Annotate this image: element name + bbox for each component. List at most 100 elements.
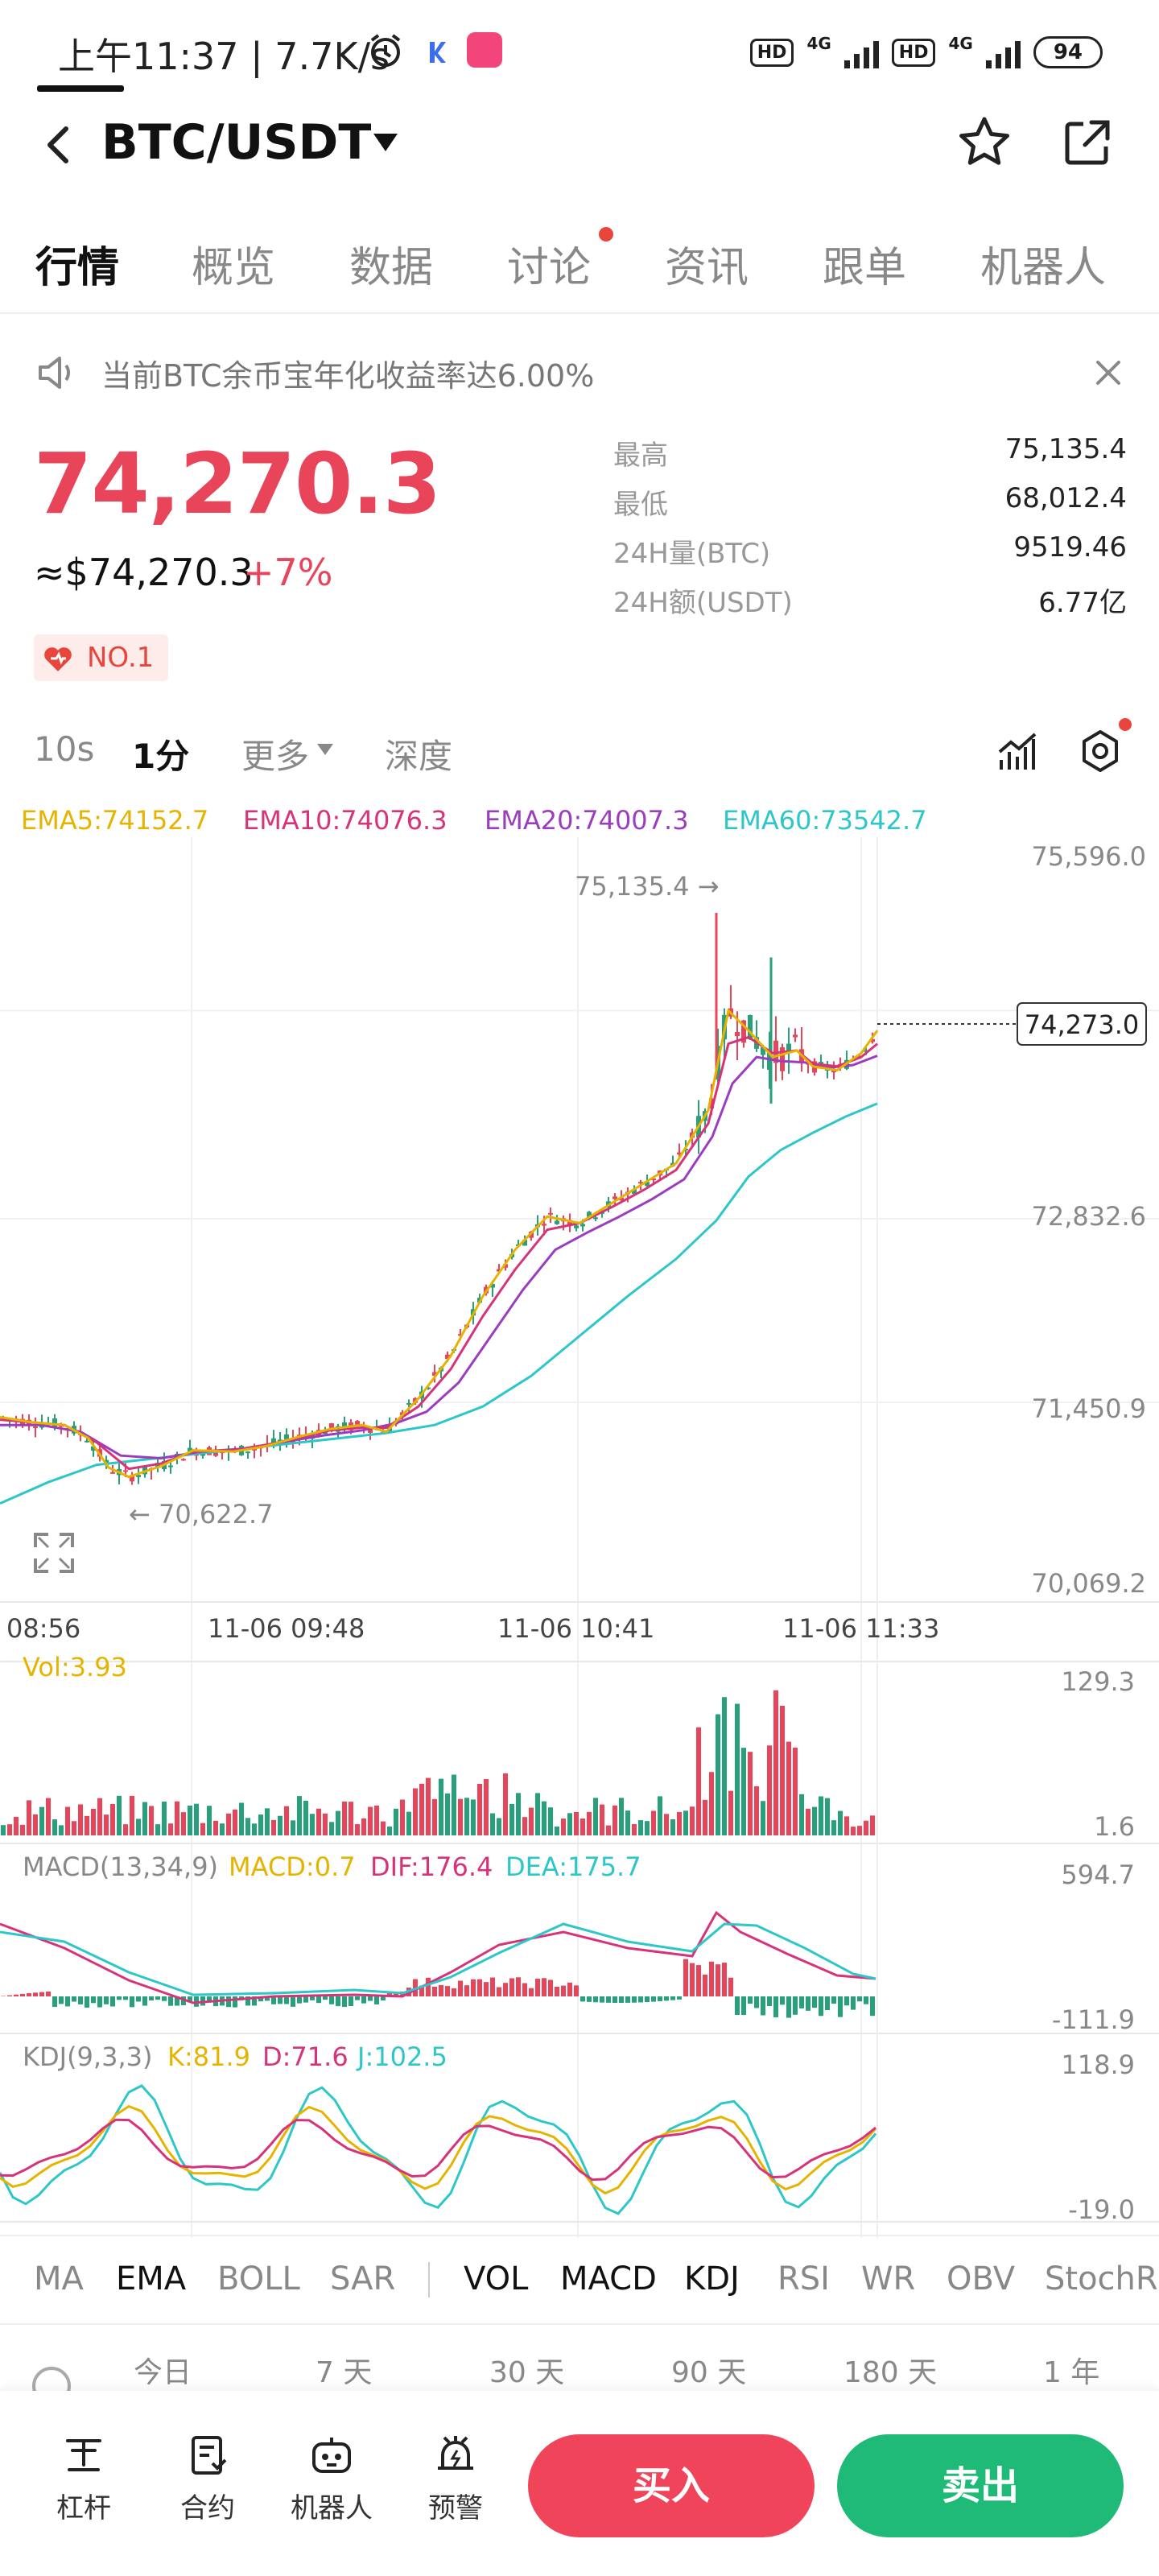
range-today[interactable]: 今日 — [134, 2356, 192, 2389]
volume-bar — [72, 1821, 76, 1835]
volume-bar — [33, 1814, 38, 1835]
macd-histogram-bar — [310, 1996, 315, 2000]
macd-histogram-bar — [477, 1979, 482, 1996]
pair-dropdown-icon[interactable] — [373, 134, 398, 151]
status-time: 上午11:37 | 7.7K/s — [58, 35, 390, 78]
candle-body — [130, 1475, 134, 1482]
volume-bar — [245, 1818, 250, 1835]
macd-histogram-bar — [374, 1996, 379, 2004]
indicator-ma[interactable]: MA — [34, 2260, 84, 2297]
candle-body — [638, 1182, 643, 1184]
macd-histogram-bar — [303, 1996, 308, 2003]
macd-histogram-bar — [625, 1996, 630, 2003]
macd-histogram-bar — [651, 1996, 656, 2002]
close-icon[interactable] — [1088, 353, 1128, 393]
tab-bots[interactable]: 机器人 — [980, 244, 1107, 292]
macd-histogram-bar — [452, 1988, 456, 1996]
tab-news[interactable]: 资讯 — [665, 244, 749, 292]
indicator-sar[interactable]: SAR — [330, 2260, 396, 2297]
stat-volume: 24H量(BTC) 9519.46 — [613, 526, 1127, 576]
indicator-chart-icon[interactable] — [995, 728, 1040, 773]
nav-margin[interactable]: 杠杆 — [35, 2431, 132, 2525]
macd-histogram-bar — [535, 1979, 540, 1996]
nav-alert[interactable]: 预警 — [407, 2431, 504, 2525]
indicator-rsi[interactable]: RSI — [777, 2260, 830, 2297]
heart-icon — [42, 642, 74, 675]
volume-bar — [374, 1805, 379, 1835]
macd-histogram-bar — [104, 1996, 109, 2004]
timeframe-10s[interactable]: 10s — [34, 729, 95, 769]
stat-value: 6.77亿 — [1038, 587, 1127, 619]
volume-bar — [645, 1821, 650, 1835]
volume-bar — [207, 1806, 212, 1835]
volume-bar — [825, 1798, 830, 1835]
timeframe-1m[interactable]: 1分 — [132, 737, 190, 776]
candle-body — [497, 1269, 501, 1272]
nav-label: 预警 — [428, 2492, 483, 2524]
settings-icon[interactable] — [1077, 728, 1124, 774]
x-axis-label: 11-06 09:48 — [208, 1613, 365, 1644]
volume-bar — [1, 1825, 6, 1835]
last-price-tag — [1017, 1002, 1147, 1046]
macd-histogram-bar — [851, 1996, 856, 2010]
candle-body — [406, 1402, 411, 1405]
macd-histogram-bar — [638, 1996, 643, 2003]
volume-bar — [619, 1798, 624, 1835]
signal-icon-2 — [985, 36, 1021, 68]
range-90d[interactable]: 90 天 — [671, 2356, 747, 2389]
candle-body — [245, 1451, 250, 1454]
macd-histogram-bar — [20, 1993, 25, 1996]
indicator-vol[interactable]: VOL — [464, 2260, 529, 2297]
sell-button[interactable]: 卖出 — [837, 2434, 1124, 2537]
volume-bar — [477, 1783, 482, 1835]
indicator-ema[interactable]: EMA — [116, 2260, 187, 2297]
y-axis-label: 75,596.0 — [1032, 841, 1147, 872]
ema10-legend: EMA10:74076.3 — [243, 805, 448, 836]
candle-body — [735, 1031, 740, 1037]
tab-overview[interactable]: 概览 — [192, 244, 276, 292]
volume-bar — [439, 1778, 443, 1835]
range-1y[interactable]: 1 年 — [1043, 2356, 1100, 2389]
stats-panel: 最高 75,135.4 最低 68,012.4 24H量(BTC) 9519.46 2… — [613, 428, 1127, 625]
tab-copy-trading[interactable]: 跟单 — [823, 244, 907, 292]
timeframe-more[interactable]: 更多 — [241, 737, 310, 776]
back-icon[interactable] — [35, 121, 84, 169]
candle-body — [271, 1438, 276, 1445]
buy-button[interactable]: 买入 — [528, 2434, 815, 2537]
pair-title[interactable]: BTC/USDT — [101, 114, 372, 171]
range-180d[interactable]: 180 天 — [843, 2356, 938, 2389]
macd-histogram-bar — [207, 1996, 212, 2002]
candlestick-chart[interactable]: 75,596.0 72,832.6 71,450.9 70,069.2 75,1… — [0, 837, 1159, 2238]
macd-histogram-bar — [799, 1996, 804, 2008]
nav-contract[interactable]: 合约 — [159, 2431, 256, 2525]
volume-bar — [252, 1823, 257, 1835]
candle-body — [123, 1470, 128, 1472]
tab-data[interactable]: 数据 — [349, 244, 434, 292]
volume-bar — [651, 1810, 656, 1835]
indicator-macd[interactable]: MACD — [560, 2260, 657, 2297]
candle-body — [819, 1062, 823, 1064]
indicator-obv[interactable]: OBV — [947, 2260, 1016, 2297]
tab-market[interactable]: 行情 — [35, 244, 120, 292]
volume-bar — [458, 1798, 463, 1835]
indicator-kdj[interactable]: KDJ — [684, 2260, 740, 2297]
indicator-boll[interactable]: BOLL — [217, 2260, 300, 2297]
depth-tab[interactable]: 深度 — [385, 737, 453, 776]
more-dropdown-icon[interactable] — [317, 744, 333, 755]
indicator-stochrsi[interactable]: StochRSI — [1045, 2260, 1159, 2297]
candle-body — [329, 1423, 334, 1429]
candle-body — [284, 1434, 289, 1440]
volume-label: Vol:3.93 — [23, 1652, 127, 1682]
share-icon[interactable] — [1059, 114, 1116, 171]
indicator-wr[interactable]: WR — [861, 2260, 916, 2297]
favorite-star-icon[interactable] — [956, 114, 1013, 171]
macd-histogram-bar — [728, 1977, 733, 1996]
volume-bar — [78, 1804, 83, 1835]
volume-bar — [490, 1813, 495, 1835]
tab-discussion[interactable]: 讨论 — [507, 244, 592, 292]
volume-bar — [278, 1815, 283, 1835]
range-30d[interactable]: 30 天 — [489, 2356, 565, 2389]
range-7d[interactable]: 7 天 — [316, 2356, 373, 2389]
candle-body — [252, 1448, 257, 1451]
nav-bot[interactable]: 机器人 — [283, 2431, 380, 2525]
